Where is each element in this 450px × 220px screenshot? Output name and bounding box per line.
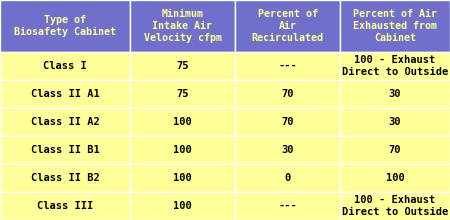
Text: 100: 100 <box>173 145 192 155</box>
Bar <box>130 0 235 52</box>
Text: Class II A1: Class II A1 <box>31 89 99 99</box>
Bar <box>0 108 130 136</box>
Text: 100 - Exhaust
Direct to Outside: 100 - Exhaust Direct to Outside <box>342 195 448 217</box>
Bar <box>130 164 235 192</box>
Bar <box>0 0 130 52</box>
Text: Class II A2: Class II A2 <box>31 117 99 127</box>
Bar <box>0 136 130 164</box>
Bar <box>235 192 340 220</box>
Bar <box>0 164 130 192</box>
Text: 100: 100 <box>173 201 192 211</box>
Text: 100 - Exhaust
Direct to Outside: 100 - Exhaust Direct to Outside <box>342 55 448 77</box>
Text: 100: 100 <box>386 173 405 183</box>
Text: 70: 70 <box>281 89 294 99</box>
Bar <box>130 108 235 136</box>
Bar <box>0 80 130 108</box>
Bar <box>340 164 450 192</box>
Bar <box>0 52 130 80</box>
Bar <box>340 80 450 108</box>
Text: Class II B1: Class II B1 <box>31 145 99 155</box>
Text: 70: 70 <box>281 117 294 127</box>
Text: Class III: Class III <box>37 201 93 211</box>
Bar <box>340 0 450 52</box>
Text: Percent of
Air
Recirculated: Percent of Air Recirculated <box>252 9 324 43</box>
Bar <box>130 80 235 108</box>
Bar <box>340 192 450 220</box>
Text: Type of
Biosafety Cabinet: Type of Biosafety Cabinet <box>14 15 116 37</box>
Bar <box>0 192 130 220</box>
Text: 75: 75 <box>176 89 189 99</box>
Bar <box>130 192 235 220</box>
Bar <box>130 52 235 80</box>
Bar <box>235 52 340 80</box>
Text: 30: 30 <box>281 145 294 155</box>
Text: 100: 100 <box>173 117 192 127</box>
Bar <box>235 108 340 136</box>
Bar <box>235 0 340 52</box>
Text: Percent of Air
Exhausted from
Cabinet: Percent of Air Exhausted from Cabinet <box>353 9 437 43</box>
Text: 75: 75 <box>176 61 189 71</box>
Bar <box>340 136 450 164</box>
Bar <box>340 52 450 80</box>
Bar <box>340 108 450 136</box>
Text: 30: 30 <box>389 89 401 99</box>
Bar <box>130 136 235 164</box>
Bar <box>235 164 340 192</box>
Bar <box>235 136 340 164</box>
Text: ---: --- <box>278 61 297 71</box>
Bar <box>235 80 340 108</box>
Text: 30: 30 <box>389 117 401 127</box>
Text: ---: --- <box>278 201 297 211</box>
Text: 0: 0 <box>284 173 291 183</box>
Text: Class II B2: Class II B2 <box>31 173 99 183</box>
Text: 100: 100 <box>173 173 192 183</box>
Text: Minimum
Intake Air
Velocity cfpm: Minimum Intake Air Velocity cfpm <box>144 9 221 43</box>
Text: Class I: Class I <box>43 61 87 71</box>
Text: 70: 70 <box>389 145 401 155</box>
